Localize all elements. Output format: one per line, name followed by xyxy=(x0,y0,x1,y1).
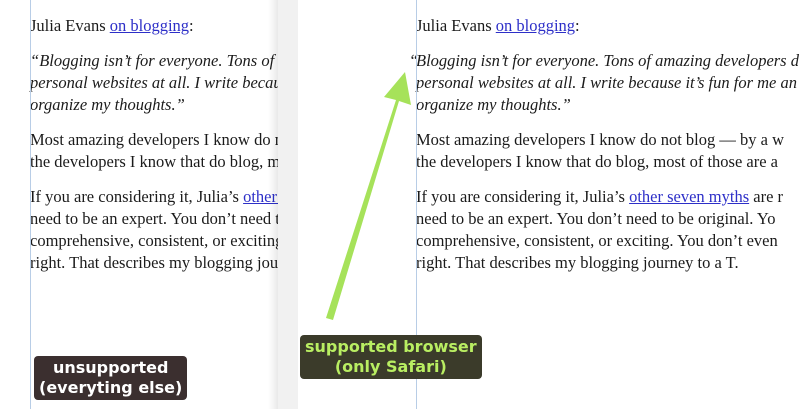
unsupported-rendering-pane: Julia Evans on blogging: “Blogging isn’t… xyxy=(0,0,278,409)
intro-colon: : xyxy=(575,16,580,35)
supported-label-line: supported browser xyxy=(305,337,477,356)
blockquote: “Blogging isn’t for everyone. Tons of am… xyxy=(409,50,800,116)
paragraph-developers: Most amazing developers I know do not bl… xyxy=(416,129,800,173)
quote-line: Blogging isn’t for everyone. Tons of ama… xyxy=(416,51,799,70)
paragraph-line: comprehensive, consistent, or exciting. … xyxy=(30,231,278,250)
supported-browser-label: supported browser (only Safari) xyxy=(300,335,482,379)
paragraph-line: the developers I know that do blog, most… xyxy=(416,152,778,171)
quote-mark: “ xyxy=(30,51,40,70)
intro-paragraph: Julia Evans on blogging: xyxy=(416,15,800,37)
hanging-quote-mark: “ xyxy=(409,51,419,70)
intro-text: Julia Evans xyxy=(416,16,496,35)
unsupported-label-line: (everyting else) xyxy=(39,378,183,397)
pane-divider xyxy=(278,0,298,409)
paragraph-line: are r xyxy=(749,187,784,206)
pane-shadow xyxy=(268,0,278,409)
unsupported-label-line: unsupported xyxy=(52,358,169,377)
paragraph-line: right. That describes my blogging journe… xyxy=(416,253,739,272)
paragraph-line: Most amazing developers I know do not bl… xyxy=(416,130,784,149)
paragraph-line: need to be an expert. You don’t need to … xyxy=(416,209,776,228)
quote-line: Blogging isn’t for everyone. Tons of ama… xyxy=(39,51,278,70)
quote-line: organize my thoughts.” xyxy=(416,95,571,114)
text-edge-guide xyxy=(416,0,417,409)
quote-line: personal websites at all. I write becaus… xyxy=(416,73,798,92)
unsupported-label: unsupported (everyting else) xyxy=(34,356,188,400)
paragraph-considering: If you are considering it, Julia’s other… xyxy=(30,186,278,274)
article-unsupported: Julia Evans on blogging: “Blogging isn’t… xyxy=(30,15,278,287)
quote-line: organize my thoughts.” xyxy=(30,95,185,114)
other-seven-myths-link[interactable]: other seven myths xyxy=(243,187,278,206)
intro-text: Julia Evans xyxy=(30,16,110,35)
on-blogging-link[interactable]: on blogging xyxy=(109,16,190,35)
intro-paragraph: Julia Evans on blogging: xyxy=(30,15,278,37)
supported-label-line: (only Safari) xyxy=(334,357,447,376)
article-supported: Julia Evans on blogging: “Blogging isn’t… xyxy=(409,15,800,287)
quote-line: personal websites at all. I write becaus… xyxy=(30,73,278,92)
paragraph-line: comprehensive, consistent, or exciting. … xyxy=(416,231,778,250)
paragraph-considering: If you are considering it, Julia’s other… xyxy=(416,186,800,274)
on-blogging-link[interactable]: on blogging xyxy=(495,16,576,35)
other-seven-myths-link[interactable]: other seven myths xyxy=(629,187,750,206)
paragraph-line: the developers I know that do blog, most… xyxy=(30,152,278,171)
blockquote: “Blogging isn’t for everyone. Tons of am… xyxy=(30,50,278,116)
paragraph-line: If you are considering it, Julia’s xyxy=(30,187,244,206)
paragraph-line: right. That describes my blogging journe… xyxy=(30,253,278,272)
paragraph-developers: Most amazing developers I know do not bl… xyxy=(30,129,278,173)
text-edge-guide xyxy=(30,0,31,409)
paragraph-line: Most amazing developers I know do not bl… xyxy=(30,130,278,149)
paragraph-line: If you are considering it, Julia’s xyxy=(416,187,630,206)
intro-colon: : xyxy=(189,16,194,35)
paragraph-line: need to be an expert. You don’t need to … xyxy=(30,209,278,228)
